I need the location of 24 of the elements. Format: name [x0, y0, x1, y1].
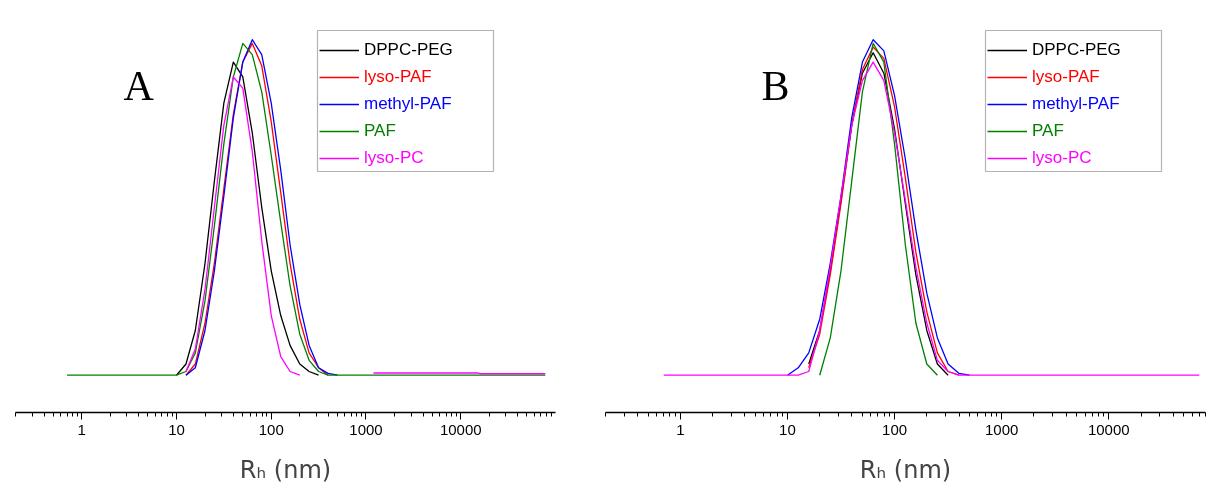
legend-label: DPPC-PEG: [1032, 40, 1121, 60]
legend-label: methyl-PAF: [1032, 94, 1120, 114]
x-tick-label: 100: [258, 420, 284, 438]
x-tick-label: 1000: [349, 420, 383, 438]
legend-label: methyl-PAF: [364, 94, 452, 114]
legend-label: lyso-PC: [364, 148, 424, 168]
legend-label: lyso-PAF: [1032, 67, 1100, 87]
legend-label: DPPC-PEG: [364, 40, 453, 60]
text: B: [761, 62, 790, 109]
text: A: [123, 62, 155, 109]
x-axis-title: Rₕ (nm): [239, 455, 332, 484]
legend-label: lyso-PAF: [364, 67, 432, 87]
legend-label: PAF: [364, 121, 396, 141]
x-tick-label: 1: [676, 420, 685, 438]
legend-label: PAF: [1032, 121, 1064, 141]
x-tick-label: 10000: [1087, 420, 1130, 438]
x-tick-label: 1000: [984, 420, 1019, 438]
x-tick-label: 100: [882, 420, 908, 438]
x-tick-label: 10000: [439, 420, 482, 438]
legend-label: lyso-PC: [1032, 148, 1092, 168]
x-tick-label: 10: [779, 420, 796, 438]
x-tick-label: 1: [77, 420, 86, 438]
x-tick-label: 10: [168, 420, 185, 438]
x-axis-title: Rₕ (nm): [859, 455, 952, 484]
